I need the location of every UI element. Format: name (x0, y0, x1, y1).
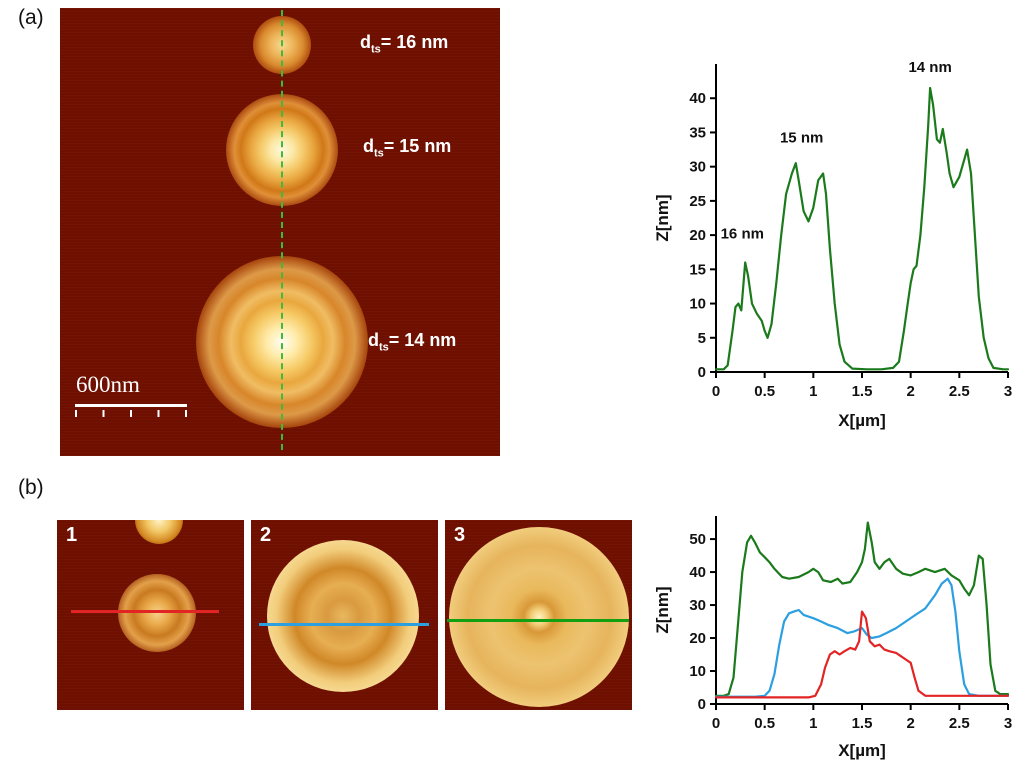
svg-text:0: 0 (698, 696, 706, 713)
svg-text:1.5: 1.5 (852, 715, 873, 732)
dot-label-value: = 15 nm (383, 136, 452, 156)
dot-label-value: = 14 nm (388, 330, 457, 350)
dot-label-value: = 16 nm (380, 32, 449, 52)
dot-label-15nm: dts= 15 nm (363, 136, 451, 160)
image-number-2: 2 (260, 524, 272, 546)
scan-line-green (447, 619, 629, 622)
afm-image-b2: 2 (251, 520, 438, 710)
dot-label-sub: ts (379, 341, 389, 354)
svg-text:2.5: 2.5 (949, 715, 970, 732)
afm-image-a: dts= 16 nm dts= 15 nm dts= 14 nm 600nm (60, 8, 500, 456)
dot-label-base: d (363, 136, 374, 156)
scan-line-red (71, 610, 219, 613)
svg-text:30: 30 (689, 597, 706, 614)
afm-feature-1 (118, 574, 196, 652)
svg-text:0: 0 (712, 383, 720, 400)
height-profile-chart-a: 0 5 10 15 20 25 30 35 40 0 0.5 1 1.5 2 2.5 3 X[µm] Z[nm] 1… (653, 59, 1012, 430)
svg-text:20: 20 (689, 227, 706, 244)
svg-text:1: 1 (809, 383, 817, 400)
svg-text:2.5: 2.5 (949, 383, 970, 400)
svg-text:3: 3 (1004, 715, 1012, 732)
svg-text:Z[nm]: Z[nm] (653, 194, 672, 241)
svg-text:40: 40 (689, 90, 706, 107)
height-profile-chart-b: 0 10 20 30 40 50 0 0.5 1 1.5 2 2.5 3 X[µm] Z[nm] (653, 516, 1012, 760)
svg-text:15 nm: 15 nm (780, 130, 823, 147)
panel-b-label: (b) (18, 476, 44, 499)
afm-image-b1: 1 (57, 520, 244, 710)
scale-bar-label: 600nm (76, 372, 140, 397)
svg-text:16 nm: 16 nm (721, 226, 764, 243)
svg-text:1.5: 1.5 (852, 383, 873, 400)
svg-text:35: 35 (689, 124, 706, 141)
afm-feature-2 (267, 540, 419, 692)
svg-text:X[µm]: X[µm] (838, 741, 886, 760)
svg-text:30: 30 (689, 159, 706, 176)
svg-text:40: 40 (689, 564, 706, 581)
scale-bar-ruler (75, 404, 187, 417)
panel-a-label: (a) (18, 6, 44, 29)
svg-text:3: 3 (1004, 383, 1012, 400)
svg-text:0: 0 (712, 715, 720, 732)
image-number-3: 3 (454, 524, 466, 546)
svg-text:10: 10 (689, 663, 706, 680)
svg-text:1: 1 (809, 715, 817, 732)
svg-text:5: 5 (698, 330, 706, 347)
svg-text:2: 2 (906, 715, 914, 732)
dot-label-sub: ts (374, 147, 384, 160)
image-number-1: 1 (66, 524, 78, 546)
svg-text:50: 50 (689, 531, 706, 548)
dot-label-base: d (360, 32, 371, 52)
svg-text:2: 2 (906, 383, 914, 400)
svg-text:20: 20 (689, 630, 706, 647)
afm-feature-3 (449, 527, 629, 707)
scan-line-blue (259, 623, 429, 626)
dot-label-base: d (368, 330, 379, 350)
svg-text:15: 15 (689, 261, 706, 278)
dot-label-14nm: dts= 14 nm (368, 330, 456, 354)
svg-text:0.5: 0.5 (754, 715, 775, 732)
dot-label-16nm: dts= 16 nm (360, 32, 448, 56)
svg-text:0: 0 (698, 364, 706, 381)
afm-image-b3: 3 (445, 520, 632, 710)
svg-text:25: 25 (689, 193, 706, 210)
afm-blob-top (135, 520, 183, 544)
svg-text:X[µm]: X[µm] (838, 411, 886, 430)
svg-text:14 nm: 14 nm (908, 59, 951, 76)
profile-line-marker (281, 10, 283, 450)
dot-label-sub: ts (371, 43, 381, 56)
svg-text:0.5: 0.5 (754, 383, 775, 400)
svg-text:Z[nm]: Z[nm] (653, 586, 672, 633)
svg-text:10: 10 (689, 296, 706, 313)
